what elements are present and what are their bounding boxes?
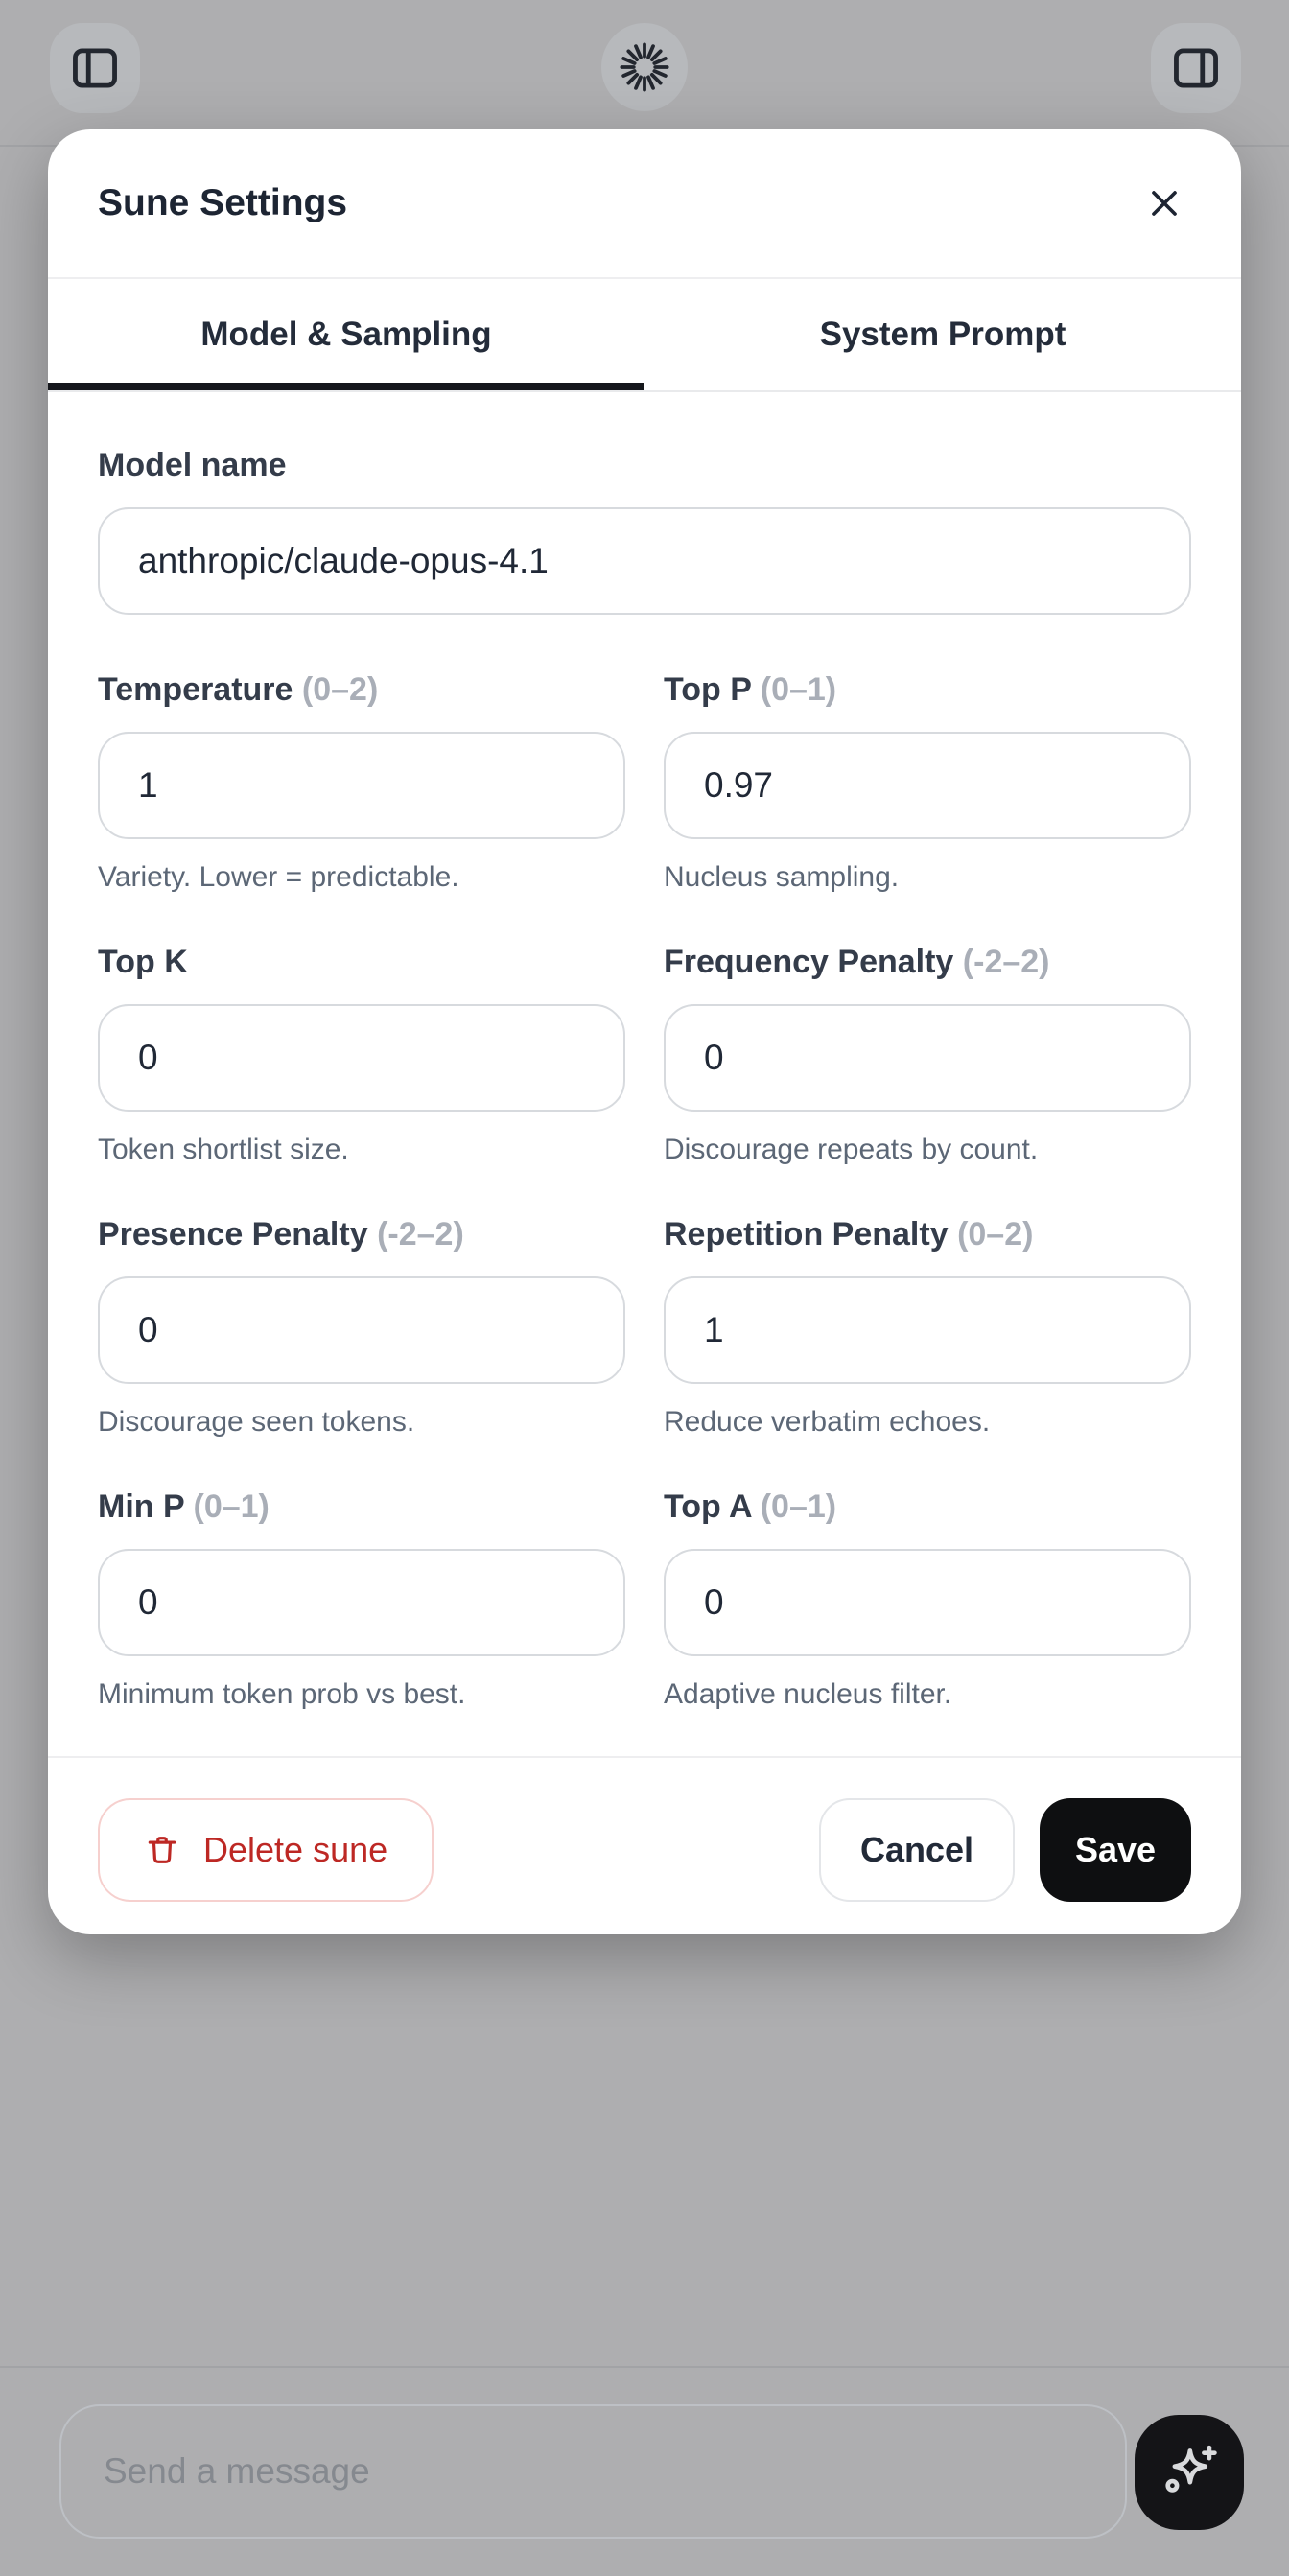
field-helper: Nucleus sampling. xyxy=(664,861,900,893)
min-p-input[interactable] xyxy=(98,1549,625,1656)
field-frequency-penalty: Frequency Penalty (-2–2) Discourage repe… xyxy=(664,943,1191,1167)
delete-sune-label: Delete sune xyxy=(203,1830,388,1869)
field-range: (0–1) xyxy=(760,671,837,708)
field-top-a: Top A (0–1) Adaptive nucleus filter. xyxy=(664,1487,1191,1712)
dialog-title: Sune Settings xyxy=(98,182,348,223)
model-name-label: Model name xyxy=(98,447,287,483)
field-range: (0–2) xyxy=(301,671,379,708)
send-message-button[interactable] xyxy=(1135,2415,1244,2530)
settings-form: Model name Temperature (0–2) Variety. Lo… xyxy=(48,392,1241,1712)
field-label: Top A xyxy=(664,1488,752,1525)
panel-left-icon xyxy=(67,40,123,96)
field-helper: Discourage repeats by count. xyxy=(664,1134,1039,1165)
panel-right-icon xyxy=(1168,40,1224,96)
temperature-input[interactable] xyxy=(98,732,625,839)
model-name-input[interactable] xyxy=(98,507,1191,615)
sune-settings-dialog: Sune Settings Model & Sampling System Pr… xyxy=(48,129,1241,1934)
delete-sune-button[interactable]: Delete sune xyxy=(98,1798,434,1902)
field-range: (0–1) xyxy=(193,1488,270,1525)
top-k-input[interactable] xyxy=(98,1004,625,1112)
sampling-grid: Temperature (0–2) Variety. Lower = predi… xyxy=(98,670,1191,1712)
active-tab-indicator xyxy=(48,383,644,390)
field-range: (0–1) xyxy=(760,1488,837,1525)
field-helper: Variety. Lower = predictable. xyxy=(98,861,459,893)
field-min-p: Min P (0–1) Minimum token prob vs best. xyxy=(98,1487,625,1712)
cancel-button[interactable]: Cancel xyxy=(819,1798,1015,1902)
toggle-left-sidebar-button[interactable] xyxy=(50,23,140,113)
starburst-icon xyxy=(619,41,670,93)
tab-model-sampling[interactable]: Model & Sampling xyxy=(48,279,644,390)
tab-system-prompt[interactable]: System Prompt xyxy=(644,279,1241,390)
field-helper: Adaptive nucleus filter. xyxy=(664,1678,952,1710)
message-input[interactable] xyxy=(59,2404,1127,2539)
field-repetition-penalty: Repetition Penalty (0–2) Reduce verbatim… xyxy=(664,1215,1191,1440)
top-a-input[interactable] xyxy=(664,1549,1191,1656)
sparkle-plus-icon xyxy=(1158,2441,1221,2504)
field-helper: Token shortlist size. xyxy=(98,1134,349,1165)
save-button[interactable]: Save xyxy=(1040,1798,1191,1902)
field-label: Min P xyxy=(98,1488,185,1525)
top-p-input[interactable] xyxy=(664,732,1191,839)
repetition-penalty-input[interactable] xyxy=(664,1276,1191,1384)
field-helper: Reduce verbatim echoes. xyxy=(664,1406,991,1438)
close-dialog-button[interactable] xyxy=(1137,176,1191,230)
settings-tabs: Model & Sampling System Prompt xyxy=(48,279,1241,392)
field-temperature: Temperature (0–2) Variety. Lower = predi… xyxy=(98,670,625,895)
composer-divider xyxy=(0,2366,1289,2368)
trash-icon xyxy=(144,1832,180,1868)
field-label: Top K xyxy=(98,944,188,980)
dialog-footer: Delete sune Cancel Save xyxy=(48,1756,1241,1934)
field-label: Top P xyxy=(664,671,752,708)
field-range: (-2–2) xyxy=(962,944,1050,980)
dialog-header: Sune Settings xyxy=(48,129,1241,279)
presence-penalty-input[interactable] xyxy=(98,1276,625,1384)
field-top-k: Top K Token shortlist size. xyxy=(98,943,625,1167)
field-label: Temperature xyxy=(98,671,293,708)
field-label: Repetition Penalty xyxy=(664,1216,949,1253)
close-icon xyxy=(1143,182,1185,224)
field-presence-penalty: Presence Penalty (-2–2) Discourage seen … xyxy=(98,1215,625,1440)
field-label: Presence Penalty xyxy=(98,1216,368,1253)
frequency-penalty-input[interactable] xyxy=(664,1004,1191,1112)
field-helper: Minimum token prob vs best. xyxy=(98,1678,466,1710)
field-top-p: Top P (0–1) Nucleus sampling. xyxy=(664,670,1191,895)
field-range: (-2–2) xyxy=(377,1216,464,1253)
field-label: Frequency Penalty xyxy=(664,944,954,980)
app-home-button[interactable] xyxy=(601,23,688,111)
field-range: (0–2) xyxy=(957,1216,1034,1253)
field-helper: Discourage seen tokens. xyxy=(98,1406,415,1438)
toggle-right-sidebar-button[interactable] xyxy=(1151,23,1241,113)
